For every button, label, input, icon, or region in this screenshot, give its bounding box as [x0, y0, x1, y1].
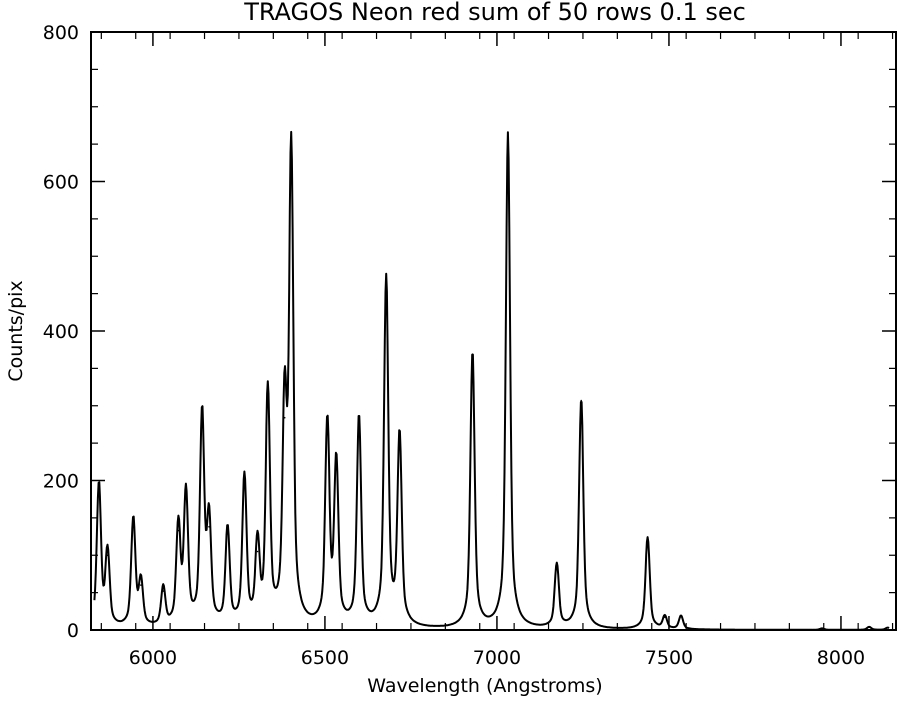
x-tick-label: 8000: [817, 647, 865, 669]
y-tick-label: 0: [67, 620, 79, 642]
peak-point: [664, 616, 666, 619]
peak-point: [267, 396, 269, 398]
peak-point: [335, 467, 338, 470]
y-tick-label: 200: [43, 471, 79, 493]
peak-point: [201, 418, 203, 421]
peak-point: [680, 615, 682, 618]
x-tick-label: 7000: [473, 647, 521, 669]
peak-point: [132, 520, 135, 523]
peak-point: [243, 481, 246, 483]
peak-point: [185, 497, 187, 500]
x-tick-label: 7500: [645, 647, 693, 669]
y-tick-label: 400: [43, 321, 79, 343]
x-axis-label: Wavelength (Angstroms): [367, 675, 602, 697]
peak-point: [162, 590, 164, 592]
peak-point: [226, 532, 229, 535]
peak-point: [821, 627, 823, 630]
chart-title: TRAGOS Neon red sum of 50 rows 0.1 sec: [243, 0, 746, 26]
peak-point: [283, 416, 286, 419]
peak-point: [177, 529, 180, 532]
series-layer: [93, 130, 890, 631]
peak-point: [471, 353, 474, 356]
peak-point: [556, 565, 558, 568]
peak-point: [868, 626, 870, 628]
peak-point: [358, 419, 360, 422]
x-axis-ticks: 6000 6500 7000 7500 8000: [100, 32, 894, 669]
peak-point: [140, 584, 142, 586]
y-tick-label: 800: [43, 22, 79, 44]
peak-point: [580, 399, 582, 402]
peak-point: [106, 554, 109, 557]
peak-point: [326, 427, 329, 430]
x-tick-label: 6000: [129, 647, 177, 669]
peak-point: [385, 281, 388, 284]
spectrum-line: [93, 130, 890, 631]
peak-point: [886, 627, 889, 629]
peak-point: [507, 133, 509, 136]
peak-point: [290, 156, 293, 158]
y-tick-label: 600: [43, 172, 79, 194]
y-axis-ticks: 0 200 400 600 800: [43, 22, 896, 642]
x-tick-label: 6500: [301, 647, 349, 669]
peak-point: [98, 485, 100, 488]
peak-point: [398, 439, 401, 441]
y-axis-label: Counts/pix: [5, 280, 27, 381]
peak-point: [208, 526, 210, 528]
peak-point: [646, 537, 649, 539]
peak-point: [256, 550, 259, 553]
